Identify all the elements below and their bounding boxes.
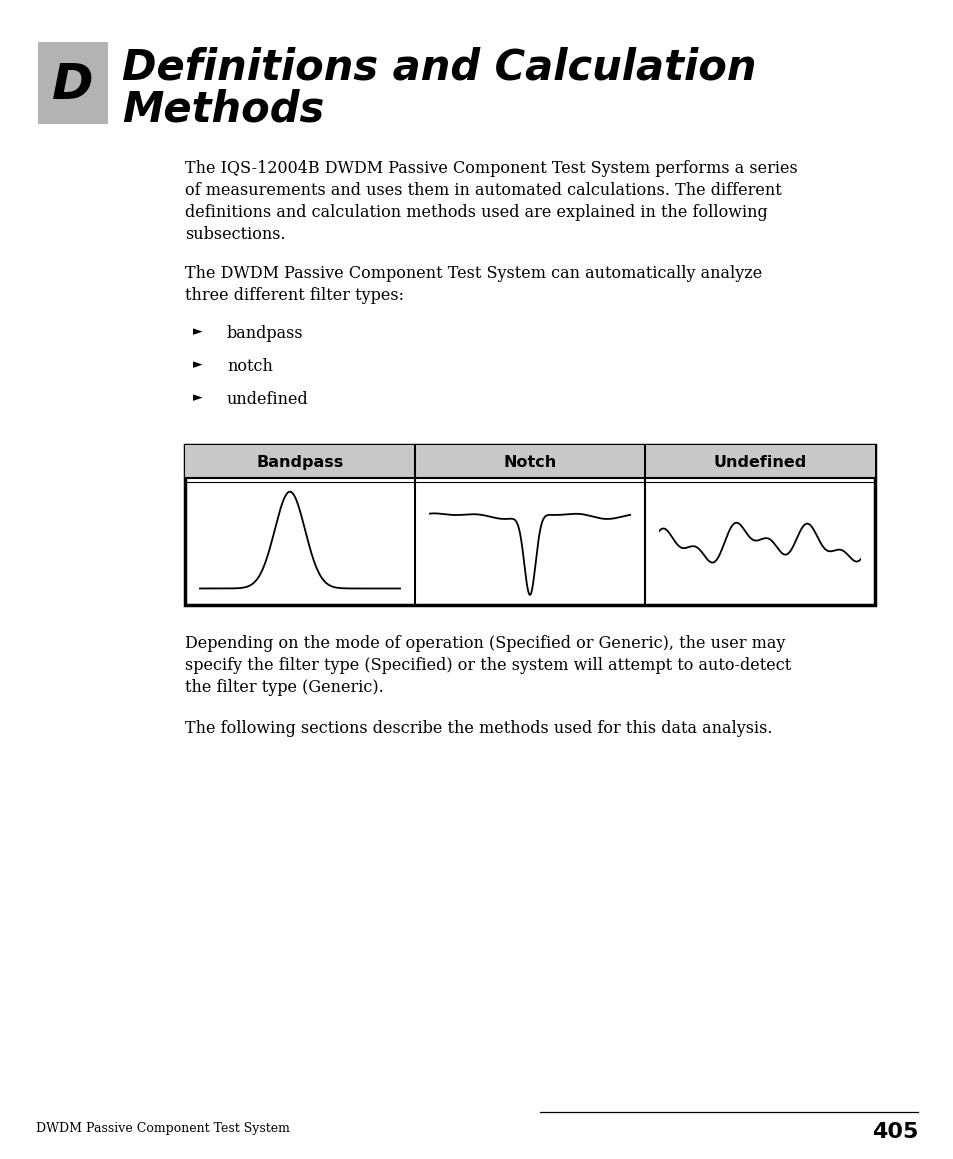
Text: 405: 405 xyxy=(871,1122,917,1142)
Text: Definitions and Calculation: Definitions and Calculation xyxy=(122,46,756,88)
Text: The following sections describe the methods used for this data analysis.: The following sections describe the meth… xyxy=(185,720,772,737)
Bar xyxy=(185,445,874,605)
Text: ►: ► xyxy=(193,325,202,338)
Text: Undefined: Undefined xyxy=(713,455,806,471)
Text: undefined: undefined xyxy=(227,391,309,408)
Text: DWDM Passive Component Test System: DWDM Passive Component Test System xyxy=(36,1122,290,1135)
Text: ►: ► xyxy=(193,391,202,404)
Text: D: D xyxy=(52,61,93,109)
Text: The IQS-12004B DWDM Passive Component Test System performs a series
of measureme: The IQS-12004B DWDM Passive Component Te… xyxy=(185,160,797,243)
Text: Bandpass: Bandpass xyxy=(256,455,343,471)
Text: ►: ► xyxy=(193,358,202,371)
Text: Notch: Notch xyxy=(503,455,556,471)
Text: bandpass: bandpass xyxy=(227,325,303,342)
Text: notch: notch xyxy=(227,358,273,376)
Bar xyxy=(38,42,108,124)
Text: Methods: Methods xyxy=(122,88,324,130)
Text: Depending on the mode of operation (Specified or Generic), the user may
specify : Depending on the mode of operation (Spec… xyxy=(185,635,790,695)
Bar xyxy=(185,445,874,478)
Text: The DWDM Passive Component Test System can automatically analyze
three different: The DWDM Passive Component Test System c… xyxy=(185,265,761,304)
